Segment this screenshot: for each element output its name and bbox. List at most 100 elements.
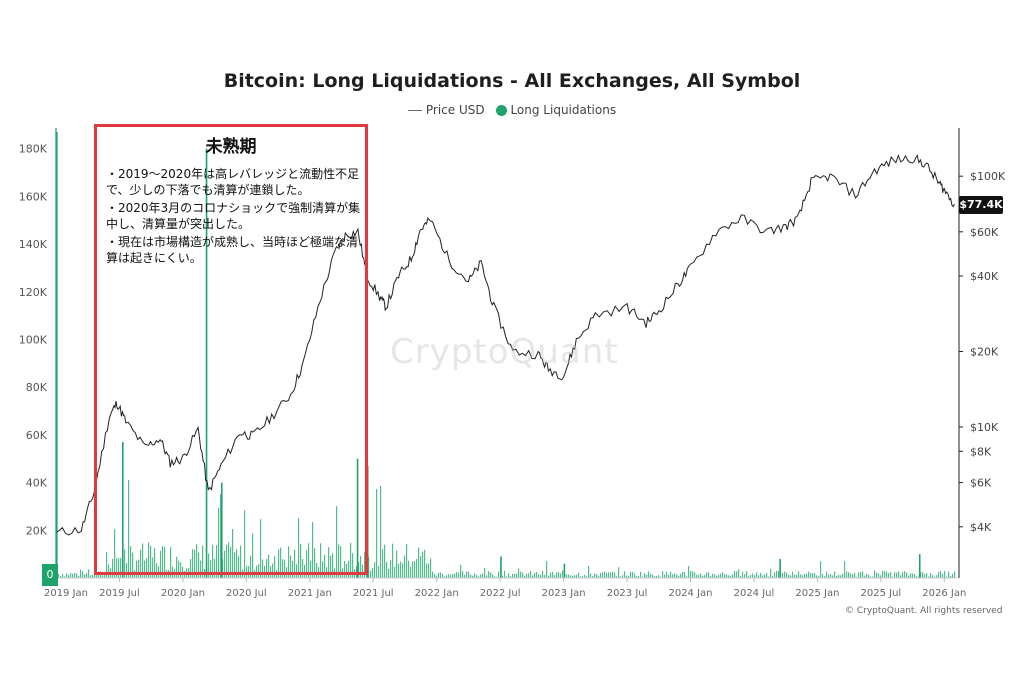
x-tick-label: 2024 Jan [668, 588, 712, 599]
liquidation-bar [260, 519, 262, 578]
liquidation-bar [216, 545, 218, 578]
x-tick-label: 2023 Jul [607, 588, 648, 599]
liquidation-bar [78, 575, 80, 578]
liquidation-bar [930, 573, 932, 578]
liquidation-bar [812, 573, 814, 578]
liquidation-bar [432, 571, 434, 578]
liquidation-bar [540, 574, 542, 578]
price-legend-label[interactable]: Price USD [425, 103, 485, 117]
liquidation-bar [828, 574, 830, 578]
liquidation-bar [750, 575, 752, 578]
annotation-notes: ・2019～2020年は高レバレッジと流動性不足で、少しの下落でも清算が連鎖した… [106, 166, 368, 268]
liquidation-spike [205, 148, 208, 578]
liquidation-bar [682, 572, 684, 578]
liquidation-bar [106, 552, 108, 578]
liquidation-bar [950, 575, 952, 578]
liquidation-bar [466, 571, 468, 578]
liquidation-bar [728, 575, 730, 578]
liquidation-bar [574, 575, 576, 578]
liquidation-bar [698, 574, 700, 578]
liquidation-bar [320, 543, 322, 578]
liquidation-bar [824, 576, 826, 578]
liquidation-bar [180, 562, 182, 578]
liquidation-bar [70, 572, 72, 578]
liquidation-bar [942, 573, 944, 578]
liquidation-bar [518, 568, 520, 578]
liquidation-bar [528, 573, 530, 578]
liquidation-legend-label[interactable]: Long Liquidations [510, 103, 617, 117]
liquidation-bar [384, 544, 386, 578]
liquidation-bar [504, 570, 506, 578]
liquidation-bar [558, 572, 560, 578]
liquidation-bar [84, 574, 86, 578]
right-tick-label: $40K [970, 270, 999, 283]
liquidation-bar [642, 576, 644, 578]
liquidation-bar [854, 572, 856, 578]
liquidation-bar [900, 575, 902, 578]
left-tick-label: 140K [19, 238, 48, 251]
liquidation-bar [720, 573, 722, 578]
liquidation-bar [888, 573, 890, 578]
liquidation-bar [194, 549, 196, 578]
liquidation-bar [116, 558, 118, 578]
liquidation-bar [766, 573, 768, 578]
liquidation-bar [722, 572, 724, 578]
liquidation-bar [646, 574, 648, 578]
liquidation-bar [434, 573, 436, 578]
liquidation-bar [542, 571, 544, 578]
liquidation-bar [464, 575, 466, 578]
liquidation-bar [272, 563, 274, 578]
liquidation-bar [880, 575, 882, 578]
annotation-note: ・現在は市場構造が成熟し、当時ほど極端な清算は起きにくい。 [106, 235, 359, 265]
liquidation-bar [136, 560, 138, 578]
liquidation-bar [620, 576, 622, 578]
liquidation-bar [388, 569, 390, 578]
liquidation-bar [282, 559, 284, 578]
liquidation-bar [372, 567, 374, 578]
liquidation-bar [412, 561, 414, 578]
liquidation-bar [772, 575, 774, 578]
right-tick-label: $60K [970, 226, 999, 239]
liquidation-bar [234, 552, 236, 578]
liquidation-bar [438, 572, 440, 578]
liquidation-bar [306, 550, 308, 578]
liquidation-bar [538, 574, 540, 578]
liquidation-bar [414, 561, 416, 578]
liquidation-bar [530, 571, 532, 578]
liquidation-bar [758, 575, 760, 578]
liquidation-bar [684, 572, 686, 578]
liquidation-bar [918, 576, 920, 578]
liquidation-bar [492, 574, 494, 578]
left-tick-label: 180K [19, 143, 48, 156]
x-tick-label: 2020 Jan [161, 588, 205, 599]
liquidation-bars [56, 132, 956, 578]
liquidation-bar [662, 571, 664, 578]
liquidation-bar [220, 494, 222, 578]
liquidation-bar [840, 575, 842, 578]
liquidation-bar [588, 566, 590, 578]
liquidation-bar [294, 549, 296, 578]
liquidation-bar [390, 560, 392, 578]
liquidation-bar [774, 572, 776, 578]
liquidation-bar [798, 571, 800, 578]
liquidation-bar [392, 543, 394, 578]
liquidation-bar [716, 575, 718, 578]
liquidation-bar [760, 572, 762, 578]
liquidation-bar [626, 575, 628, 578]
liquidation-bar [160, 550, 162, 578]
x-tick-label: 2025 Jan [795, 588, 839, 599]
liquidation-bar [420, 556, 422, 578]
liquidation-bar [652, 574, 654, 578]
liquidation-bar [806, 573, 808, 578]
liquidation-bar [394, 566, 396, 578]
liquidation-bar [66, 573, 68, 578]
liquidation-bar [790, 575, 792, 578]
x-tick-label: 2026 Jan [922, 588, 966, 599]
liquidation-bar [380, 486, 382, 578]
liquidation-bar [912, 573, 914, 578]
liquidation-bar [842, 573, 844, 578]
liquidation-bar [850, 573, 852, 578]
liquidation-bar [618, 567, 620, 578]
liquidation-bar [844, 561, 846, 578]
liquidation-bar [428, 563, 430, 578]
